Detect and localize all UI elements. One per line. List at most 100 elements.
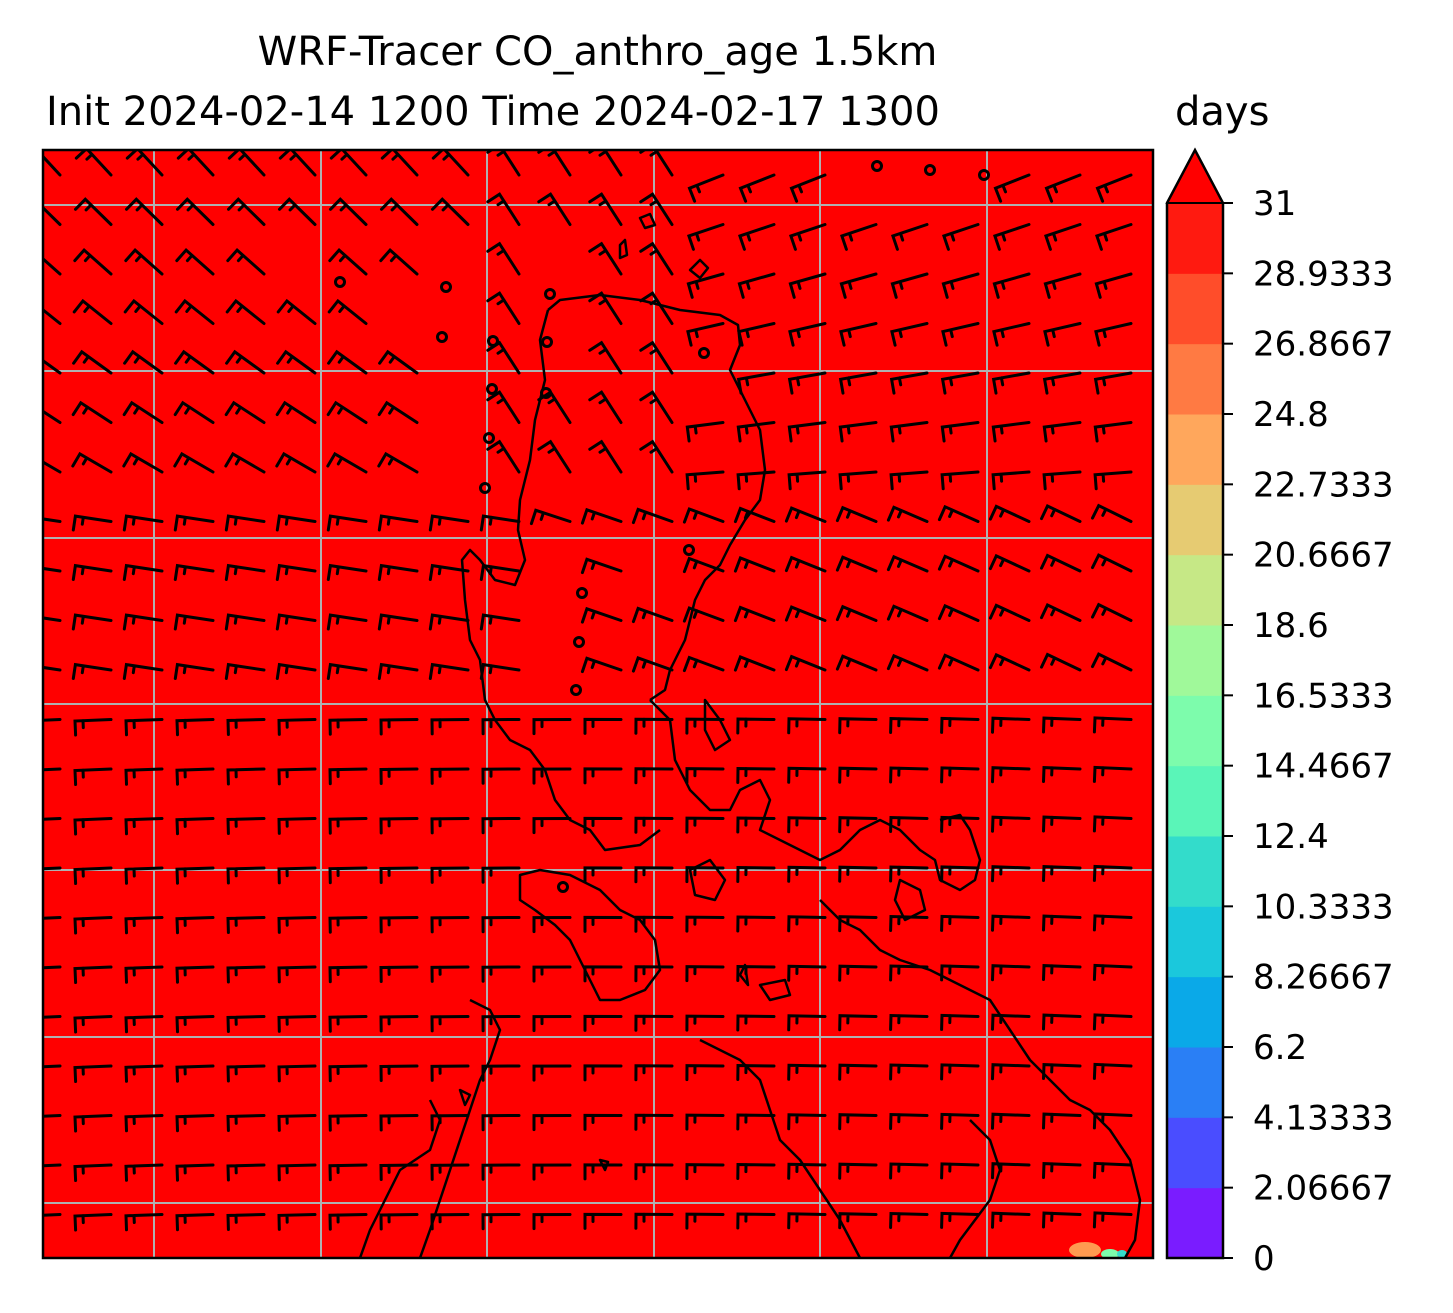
wind-barb: [43, 1213, 62, 1217]
colorbar-tick-label: 2.06667: [1253, 1169, 1394, 1209]
wind-barb: [379, 965, 419, 983]
wind-barb: [43, 817, 62, 821]
calm-wind-marker: [436, 331, 448, 343]
calm-wind-marker: [334, 276, 346, 288]
wind-barb: [787, 816, 827, 834]
wind-barb: [430, 718, 470, 736]
wind-barb: [1040, 652, 1082, 672]
colorbar-tick-label: 14.4667: [1253, 747, 1394, 787]
wind-barb: [583, 965, 623, 983]
wind-barb: [328, 767, 368, 786]
wind-barb: [173, 563, 215, 581]
wind-barb: [1093, 470, 1133, 491]
wind-barb: [886, 604, 929, 622]
wind-barb: [380, 150, 419, 177]
wind-barb: [839, 272, 878, 299]
calm-wind-marker: [557, 881, 569, 893]
wind-barb: [787, 1162, 827, 1180]
wind-barb: [327, 298, 368, 325]
wind-barb: [685, 1212, 725, 1230]
wind-barb: [1042, 716, 1082, 734]
wind-barb: [224, 563, 266, 581]
wind-barb: [1042, 914, 1082, 932]
wind-barb: [937, 603, 980, 622]
wind-barb: [124, 1015, 164, 1034]
wind-barb: [73, 1163, 113, 1182]
wind-barb: [124, 1114, 164, 1133]
wind-barb: [1092, 716, 1133, 734]
wind-barb: [736, 470, 776, 491]
wind-barb: [736, 865, 776, 883]
map-panel: [41, 148, 1155, 1260]
wind-barb: [175, 965, 215, 984]
wind-barb: [838, 766, 878, 784]
coastline-isle-a: [618, 238, 629, 260]
wind-barb: [430, 1163, 470, 1181]
colorbar-tick-label: 0: [1253, 1239, 1275, 1279]
wind-barb: [71, 400, 113, 424]
coastline-southeast: [819, 899, 1142, 1258]
wind-barb: [481, 1163, 521, 1181]
wind-barb: [940, 1063, 980, 1081]
wind-barb: [1042, 470, 1082, 491]
wind-barb: [175, 247, 215, 276]
wind-barb: [838, 865, 878, 883]
wind-barb: [685, 470, 725, 491]
wind-barb: [1091, 652, 1133, 672]
wind-barb: [838, 470, 878, 491]
wind-barb: [682, 655, 725, 673]
wind-barb: [941, 223, 980, 251]
wind-barb: [124, 916, 164, 935]
wind-barb: [784, 506, 827, 523]
colorbar-segment: [1167, 906, 1223, 978]
wind-barb: [583, 1212, 623, 1230]
colorbar-unit-label: days: [1175, 89, 1270, 135]
wind-barb: [277, 1064, 317, 1083]
wind-barb: [835, 604, 878, 622]
wind-barb: [991, 1211, 1031, 1229]
wind-barb: [226, 866, 266, 885]
wind-barb: [378, 349, 419, 375]
wind-barb: [991, 1063, 1031, 1081]
wind-barb: [580, 606, 623, 624]
wind-barb: [71, 451, 113, 474]
wind-barb: [940, 1112, 980, 1130]
colorbar-segment: [1167, 765, 1223, 837]
wind-barb: [175, 1114, 215, 1133]
wind-barb: [583, 1064, 623, 1082]
wind-barb: [431, 197, 470, 226]
wind-barb: [588, 390, 623, 424]
wind-barb: [532, 1114, 572, 1132]
wind-barb: [71, 613, 113, 631]
wind-barb: [224, 514, 266, 532]
wind-barb: [379, 866, 419, 884]
wind-barb: [889, 914, 929, 932]
colorbar-segment: [1167, 695, 1223, 767]
coastline-west-peninsula: [460, 309, 661, 852]
coastline-south-central: [699, 1038, 862, 1258]
wind-barb: [988, 603, 1031, 622]
wind-barb: [379, 1015, 419, 1033]
wind-barb: [1093, 421, 1133, 443]
wind-barb: [890, 322, 929, 347]
wind-barb: [838, 816, 878, 834]
colorbar-tick-label: 18.6: [1253, 606, 1329, 646]
wind-barb: [226, 247, 266, 276]
wind-barb: [685, 1014, 725, 1032]
wind-barb: [481, 1213, 521, 1231]
wind-barb: [889, 1162, 929, 1180]
wind-barb: [122, 400, 164, 424]
wind-barb: [380, 197, 419, 226]
wind-barb: [431, 150, 470, 177]
wind-barb: [940, 964, 980, 982]
wind-barb: [1095, 173, 1133, 203]
wind-barb: [377, 563, 419, 581]
wind-barb: [537, 439, 572, 474]
wind-barb: [1092, 765, 1133, 783]
wind-barb: [886, 505, 929, 523]
coastline-islands-east: [893, 878, 927, 922]
wind-barb: [125, 150, 164, 177]
wind-barb: [685, 915, 725, 933]
colorbar-tick-label: 22.7333: [1253, 465, 1394, 505]
wind-barb: [532, 1163, 572, 1181]
